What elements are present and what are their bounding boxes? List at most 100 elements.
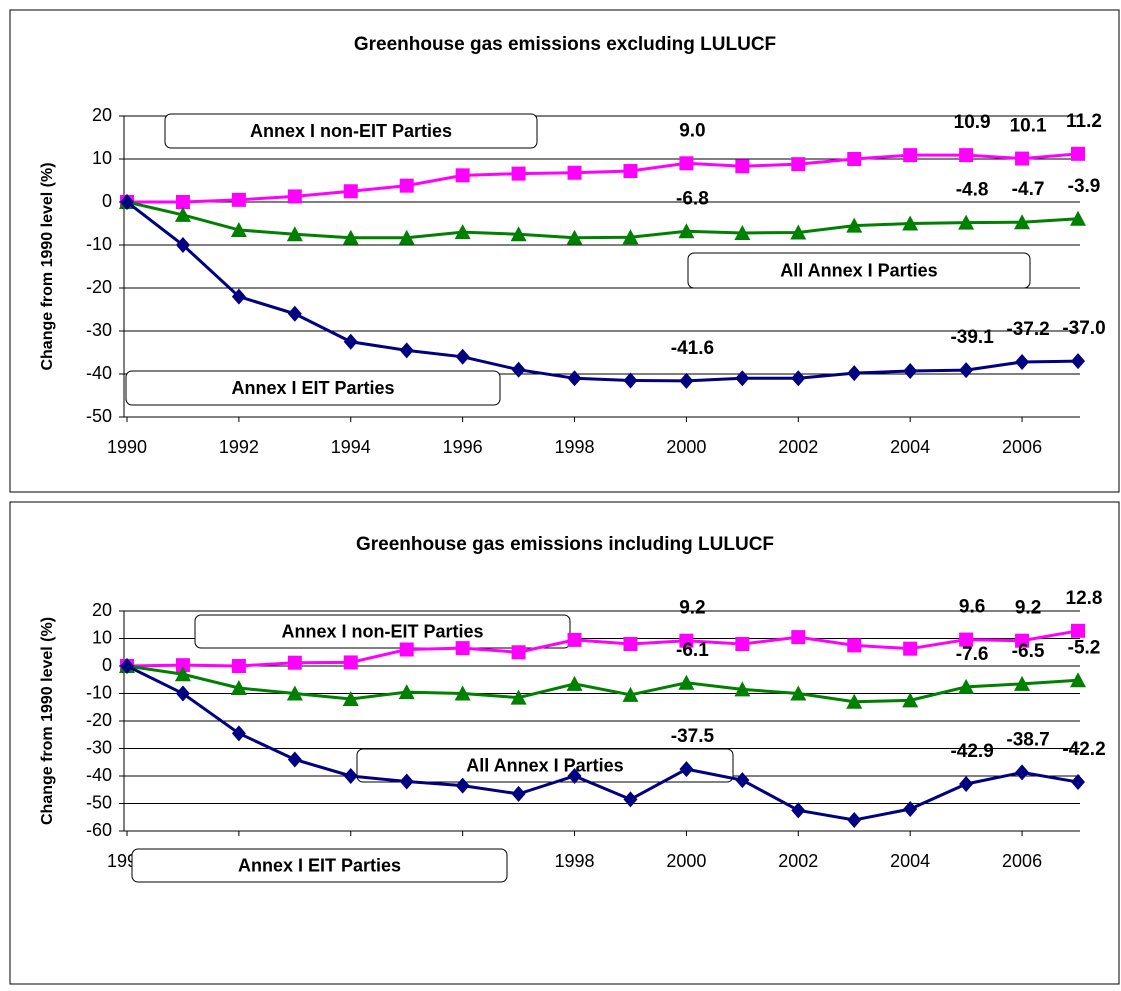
x-tick-label: 2004 (890, 437, 930, 457)
marker (903, 641, 918, 656)
marker (847, 365, 862, 382)
marker (678, 223, 695, 239)
series-label-box (164, 113, 538, 149)
y-tick-label: -60 (86, 820, 112, 840)
data-label: 9.6 (959, 597, 985, 618)
marker (959, 148, 974, 163)
marker (734, 681, 751, 697)
marker (1071, 353, 1085, 370)
data-label: -41.6 (671, 338, 714, 359)
data-label: -4.8 (956, 180, 989, 201)
marker (343, 768, 358, 784)
series-label-box (356, 748, 734, 783)
marker (679, 633, 694, 648)
series-line (126, 200, 1079, 383)
y-tick-label: -40 (86, 765, 112, 785)
y-tick-label: -30 (86, 320, 112, 340)
marker (679, 372, 694, 389)
marker (399, 642, 414, 657)
x-tick-label: 1998 (555, 437, 595, 457)
marker (567, 165, 582, 180)
marker (791, 802, 806, 819)
y-tick-label: 0 (102, 655, 112, 675)
marker (735, 772, 750, 789)
data-label: 12.8 (1066, 588, 1103, 609)
marker (175, 237, 190, 253)
marker (958, 214, 975, 230)
y-tick-label: -20 (86, 710, 112, 730)
x-tick-label: 1998 (555, 851, 595, 871)
marker (398, 229, 415, 245)
data-label: 9.0 (679, 120, 705, 141)
marker (231, 725, 246, 742)
y-tick-label: -40 (86, 363, 112, 383)
chart-frame (9, 9, 1120, 493)
marker (958, 678, 975, 694)
marker (902, 692, 919, 708)
data-label: 9.2 (1015, 598, 1041, 619)
series-line (126, 629, 1079, 668)
y-tick-label: 20 (92, 600, 112, 620)
data-label: -4.7 (1012, 179, 1045, 200)
marker (679, 761, 694, 778)
data-label: 10.1 (1010, 116, 1047, 137)
marker (735, 159, 750, 174)
data-label: -37.0 (1062, 318, 1105, 339)
marker (287, 655, 302, 670)
series-label: All Annex I Parties (780, 260, 937, 280)
series-line (126, 664, 1079, 822)
y-tick-label: 20 (92, 105, 112, 125)
marker (342, 691, 359, 706)
data-label: -5.2 (1068, 637, 1101, 658)
marker (902, 215, 919, 231)
marker (511, 166, 526, 181)
marker (903, 148, 918, 163)
data-label: 9.2 (679, 598, 705, 619)
data-label: 11.2 (1066, 111, 1102, 132)
marker (342, 229, 359, 245)
marker (623, 637, 638, 651)
series-line (126, 664, 1079, 704)
marker (399, 342, 414, 359)
marker (678, 674, 695, 690)
series-label-box (194, 614, 571, 649)
chart-frame (9, 501, 1120, 985)
marker (734, 224, 751, 240)
marker (846, 217, 863, 233)
x-tick-label: 2000 (666, 851, 706, 871)
marker (1014, 214, 1031, 230)
series-label-box (125, 370, 501, 406)
series-label: Annex I EIT Parties (238, 855, 401, 875)
marker (1015, 151, 1030, 166)
x-tick-label: 1990 (107, 437, 147, 457)
data-label: -6.1 (676, 640, 709, 661)
marker (286, 226, 303, 242)
y-tick-label: -30 (86, 737, 112, 757)
marker (623, 164, 638, 179)
series-label: Annex I non-EIT Parties (250, 121, 452, 141)
marker (120, 194, 134, 210)
marker (231, 288, 246, 305)
marker (566, 229, 583, 245)
y-tick-label: -20 (86, 277, 112, 297)
x-tick-label: 1992 (219, 437, 259, 457)
marker (174, 206, 191, 222)
data-label: -37.5 (671, 726, 715, 747)
marker (287, 305, 302, 322)
chart-title: Greenhouse gas emissions excluding LULUC… (354, 34, 776, 55)
x-tick-label: 2002 (778, 437, 818, 457)
marker (510, 689, 527, 705)
marker (567, 632, 582, 647)
marker (846, 693, 863, 709)
marker (1071, 146, 1085, 161)
data-label: -7.6 (956, 644, 989, 665)
marker (735, 370, 750, 387)
marker (455, 777, 470, 794)
marker (455, 348, 470, 365)
x-tick-label: 2000 (666, 437, 706, 457)
y-tick-label: -50 (86, 792, 112, 812)
data-label: -6.8 (676, 188, 709, 209)
data-label: -42.9 (950, 741, 993, 762)
marker (398, 684, 415, 700)
marker (454, 685, 471, 701)
